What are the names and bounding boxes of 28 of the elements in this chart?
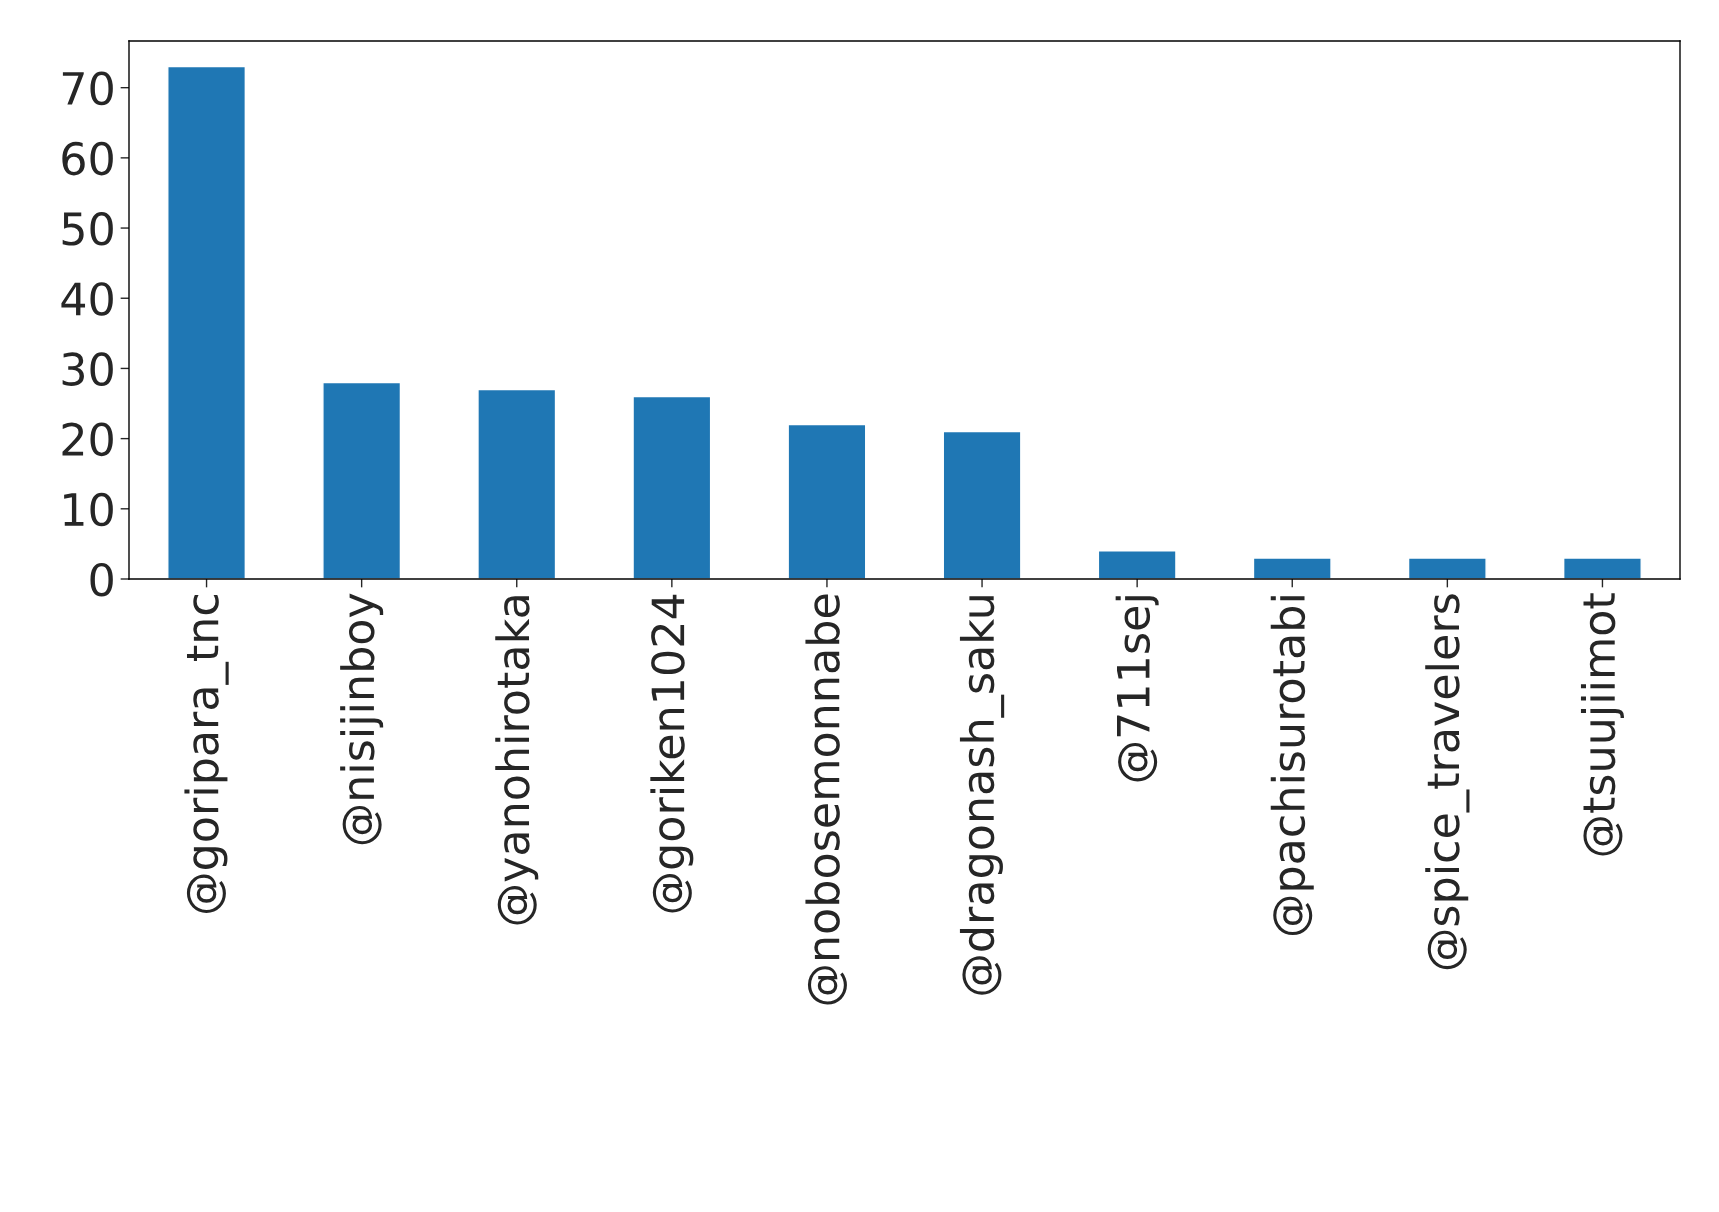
x-tick-label: @goripara_tnc — [184, 594, 229, 913]
x-tick-label: @tsuujiimot — [1580, 593, 1624, 856]
x-tick-label: @dragonash_saku — [959, 596, 1005, 995]
bar — [477, 388, 557, 579]
x-tick-label: @nisijinboy — [340, 593, 384, 845]
bar — [1562, 557, 1642, 579]
x-tick-label: @pachisurotabi — [1270, 596, 1314, 936]
bar — [942, 430, 1022, 579]
bar — [167, 65, 247, 579]
y-tick-label: 50 — [62, 211, 113, 246]
x-tick-label: @nobosemonnabe — [805, 594, 847, 1005]
x-tick-label: @yanohirotaka — [495, 596, 539, 925]
bar — [632, 395, 712, 579]
y-tick-label: 60 — [62, 141, 113, 176]
y-tick-label: 20 — [62, 422, 113, 457]
x-tick-label: @spice_travelers — [1425, 594, 1470, 970]
x-tick-label: @goriken1024 — [650, 594, 694, 913]
bar — [1097, 550, 1177, 579]
bar — [1407, 557, 1487, 579]
x-tick-label: @711sej — [1115, 596, 1159, 782]
y-tick-label: 10 — [64, 492, 113, 527]
y-tick-label: 0 — [90, 562, 113, 597]
bar — [1252, 557, 1332, 579]
y-tick-label: 40 — [61, 282, 113, 316]
y-tick-label: 30 — [62, 352, 113, 386]
y-tick-label: 70 — [62, 71, 113, 106]
bar — [322, 381, 402, 579]
bar — [787, 423, 867, 579]
